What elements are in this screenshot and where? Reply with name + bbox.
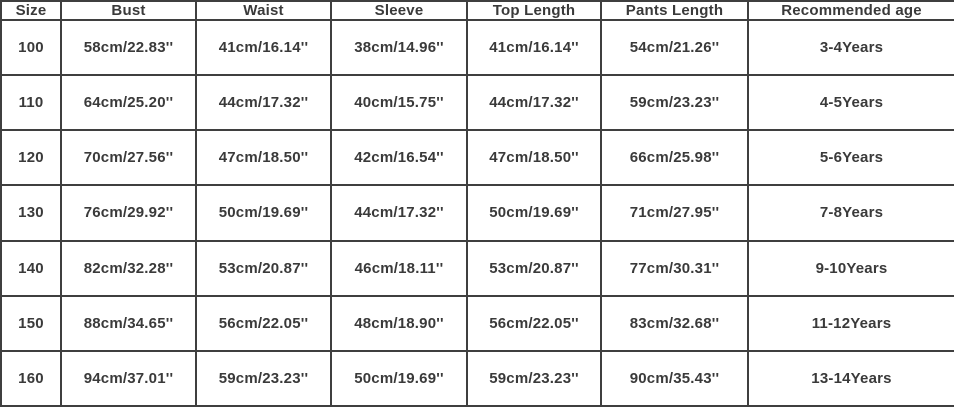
recommended-age-cell: 3-4Years xyxy=(747,18,954,77)
size-cell: 100 xyxy=(0,18,62,77)
table-row: 160 94cm/37.01'' 59cm/23.23'' 50cm/19.69… xyxy=(0,349,954,407)
header-row: Size Bust Waist Sleeve Top Length Pants … xyxy=(0,0,954,21)
pants-length-cell: 83cm/32.68'' xyxy=(600,294,749,352)
bust-cell: 88cm/34.65'' xyxy=(60,294,197,352)
waist-cell: 47cm/18.50'' xyxy=(195,129,332,187)
waist-cell: 50cm/19.69'' xyxy=(195,184,332,242)
recommended-age-cell: 13-14Years xyxy=(747,349,954,407)
sleeve-cell: 40cm/15.75'' xyxy=(330,74,468,132)
bust-cell: 58cm/22.83'' xyxy=(60,18,197,77)
top-length-cell: 44cm/17.32'' xyxy=(466,74,602,132)
pants-length-cell: 59cm/23.23'' xyxy=(600,74,749,132)
bust-cell: 94cm/37.01'' xyxy=(60,349,197,407)
table-row: 110 64cm/25.20'' 44cm/17.32'' 40cm/15.75… xyxy=(0,74,954,132)
top-length-cell: 50cm/19.69'' xyxy=(466,184,602,242)
column-header-pants-length: Pants Length xyxy=(600,0,749,21)
top-length-cell: 47cm/18.50'' xyxy=(466,129,602,187)
bust-cell: 76cm/29.92'' xyxy=(60,184,197,242)
sleeve-cell: 38cm/14.96'' xyxy=(330,18,468,77)
table-row: 100 58cm/22.83'' 41cm/16.14'' 38cm/14.96… xyxy=(0,18,954,77)
waist-cell: 59cm/23.23'' xyxy=(195,349,332,407)
size-cell: 130 xyxy=(0,184,62,242)
waist-cell: 41cm/16.14'' xyxy=(195,18,332,77)
top-length-cell: 53cm/20.87'' xyxy=(466,239,602,297)
bust-cell: 82cm/32.28'' xyxy=(60,239,197,297)
pants-length-cell: 90cm/35.43'' xyxy=(600,349,749,407)
top-length-cell: 56cm/22.05'' xyxy=(466,294,602,352)
sleeve-cell: 44cm/17.32'' xyxy=(330,184,468,242)
bust-cell: 70cm/27.56'' xyxy=(60,129,197,187)
size-cell: 150 xyxy=(0,294,62,352)
pants-length-cell: 77cm/30.31'' xyxy=(600,239,749,297)
top-length-cell: 41cm/16.14'' xyxy=(466,18,602,77)
pants-length-cell: 71cm/27.95'' xyxy=(600,184,749,242)
column-header-waist: Waist xyxy=(195,0,332,21)
recommended-age-cell: 5-6Years xyxy=(747,129,954,187)
size-cell: 140 xyxy=(0,239,62,297)
size-cell: 120 xyxy=(0,129,62,187)
column-header-recommended-age: Recommended age xyxy=(747,0,954,21)
size-cell: 160 xyxy=(0,349,62,407)
recommended-age-cell: 9-10Years xyxy=(747,239,954,297)
size-cell: 110 xyxy=(0,74,62,132)
column-header-sleeve: Sleeve xyxy=(330,0,468,21)
bust-cell: 64cm/25.20'' xyxy=(60,74,197,132)
top-length-cell: 59cm/23.23'' xyxy=(466,349,602,407)
pants-length-cell: 54cm/21.26'' xyxy=(600,18,749,77)
table-row: 150 88cm/34.65'' 56cm/22.05'' 48cm/18.90… xyxy=(0,294,954,352)
table-row: 130 76cm/29.92'' 50cm/19.69'' 44cm/17.32… xyxy=(0,184,954,242)
column-header-size: Size xyxy=(0,0,62,21)
recommended-age-cell: 4-5Years xyxy=(747,74,954,132)
column-header-bust: Bust xyxy=(60,0,197,21)
sleeve-cell: 48cm/18.90'' xyxy=(330,294,468,352)
recommended-age-cell: 7-8Years xyxy=(747,184,954,242)
sleeve-cell: 42cm/16.54'' xyxy=(330,129,468,187)
table-row: 140 82cm/32.28'' 53cm/20.87'' 46cm/18.11… xyxy=(0,239,954,297)
sleeve-cell: 50cm/19.69'' xyxy=(330,349,468,407)
recommended-age-cell: 11-12Years xyxy=(747,294,954,352)
sleeve-cell: 46cm/18.11'' xyxy=(330,239,468,297)
waist-cell: 44cm/17.32'' xyxy=(195,74,332,132)
table-row: 120 70cm/27.56'' 47cm/18.50'' 42cm/16.54… xyxy=(0,129,954,187)
column-header-top-length: Top Length xyxy=(466,0,602,21)
waist-cell: 56cm/22.05'' xyxy=(195,294,332,352)
pants-length-cell: 66cm/25.98'' xyxy=(600,129,749,187)
waist-cell: 53cm/20.87'' xyxy=(195,239,332,297)
